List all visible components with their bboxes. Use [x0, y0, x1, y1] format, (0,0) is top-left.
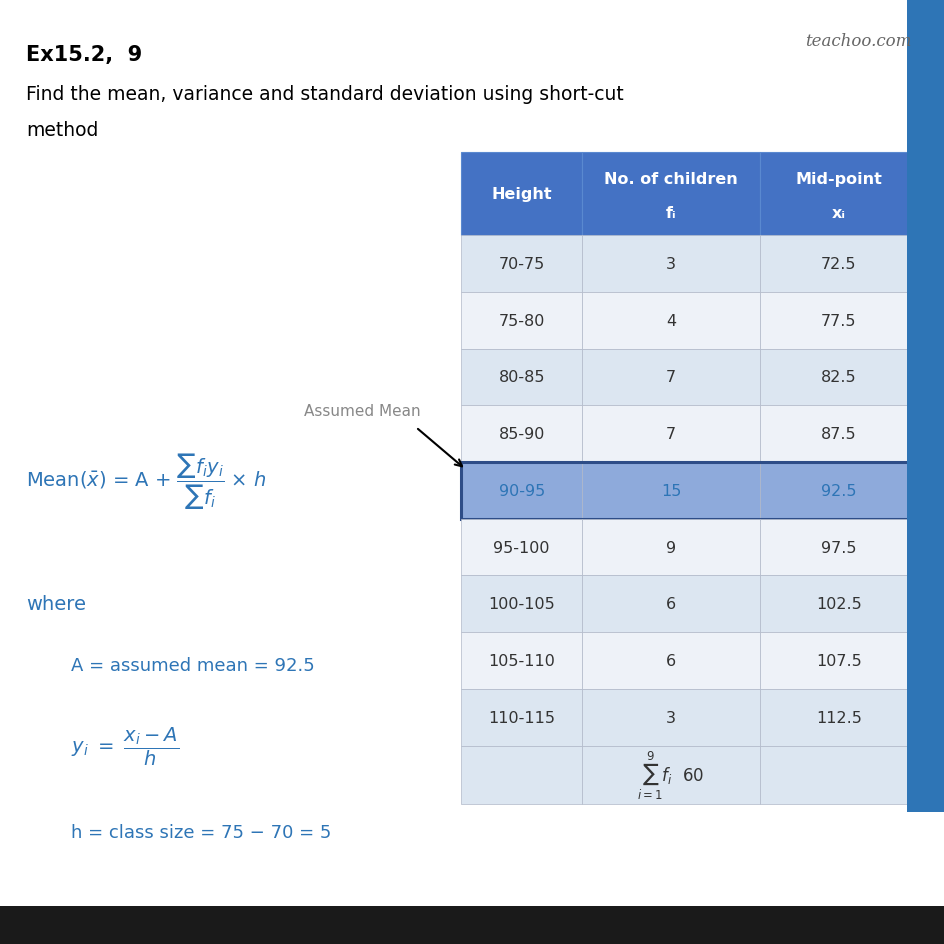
Bar	[759, 293, 917, 349]
Text: fᵢ: fᵢ	[665, 206, 676, 221]
Text: 95-100: 95-100	[493, 540, 549, 555]
Bar	[582, 519, 759, 576]
Bar	[582, 746, 759, 804]
Bar	[582, 463, 759, 519]
Text: 107.5: 107.5	[815, 653, 861, 668]
Bar	[461, 349, 582, 406]
Bar	[582, 153, 759, 236]
Bar	[582, 349, 759, 406]
Text: 110-115: 110-115	[488, 710, 554, 725]
Text: teachoo.com: teachoo.com	[804, 33, 911, 50]
Text: 112.5: 112.5	[815, 710, 861, 725]
Text: 75-80: 75-80	[497, 313, 545, 329]
Bar	[461, 689, 582, 746]
Text: 105-110: 105-110	[488, 653, 554, 668]
Text: 3: 3	[666, 257, 675, 272]
Text: method: method	[26, 121, 99, 140]
Text: 80-85: 80-85	[497, 370, 545, 385]
Bar	[759, 689, 917, 746]
Bar	[759, 746, 917, 804]
Text: Ex15.2,  9: Ex15.2, 9	[26, 45, 143, 65]
Bar	[461, 153, 582, 236]
Text: $\sum_{i=1}^{9} f_i\ \ 60$: $\sum_{i=1}^{9} f_i\ \ 60$	[636, 749, 704, 801]
Bar	[0, 906, 944, 944]
Text: 97.5: 97.5	[820, 540, 855, 555]
Text: No. of children: No. of children	[603, 172, 737, 187]
Text: h = class size = 75 − 70 = 5: h = class size = 75 − 70 = 5	[71, 823, 331, 842]
Text: Find the mean, variance and standard deviation using short-cut: Find the mean, variance and standard dev…	[26, 85, 624, 104]
Text: 3: 3	[666, 710, 675, 725]
Bar	[759, 153, 917, 236]
Text: 6: 6	[666, 597, 675, 612]
Text: 100-105: 100-105	[488, 597, 554, 612]
Bar	[582, 293, 759, 349]
Text: Mean$(\bar{x})$ = A + $\dfrac{\sum f_i y_i}{\sum f_i}$ $\times$ $h$: Mean$(\bar{x})$ = A + $\dfrac{\sum f_i y…	[26, 451, 267, 512]
Bar	[759, 236, 917, 293]
Text: 92.5: 92.5	[820, 483, 855, 498]
Bar	[759, 632, 917, 689]
Bar	[759, 349, 917, 406]
Text: 4: 4	[666, 313, 675, 329]
Bar	[582, 689, 759, 746]
Text: 90-95: 90-95	[498, 483, 544, 498]
Bar	[461, 632, 582, 689]
Text: $y_i\ =\ \dfrac{x_i - A}{h}$: $y_i\ =\ \dfrac{x_i - A}{h}$	[71, 725, 178, 767]
Bar	[461, 236, 582, 293]
Text: 82.5: 82.5	[820, 370, 855, 385]
Text: 70-75: 70-75	[498, 257, 544, 272]
Text: 85-90: 85-90	[497, 427, 545, 442]
Text: Assumed Mean: Assumed Mean	[304, 403, 420, 418]
Bar	[461, 519, 582, 576]
Bar	[759, 463, 917, 519]
Text: 72.5: 72.5	[820, 257, 855, 272]
Bar	[906, 0, 944, 812]
Bar	[759, 406, 917, 463]
Text: Height: Height	[491, 187, 551, 202]
Bar	[759, 519, 917, 576]
Text: 102.5: 102.5	[815, 597, 861, 612]
Text: A = assumed mean = 92.5: A = assumed mean = 92.5	[71, 656, 314, 675]
Text: where: where	[26, 595, 86, 614]
Text: 15: 15	[660, 483, 681, 498]
Bar	[461, 406, 582, 463]
Bar	[461, 463, 582, 519]
Bar	[461, 746, 582, 804]
Text: 7: 7	[666, 370, 675, 385]
Text: xᵢ: xᵢ	[831, 206, 845, 221]
Bar	[582, 632, 759, 689]
Bar	[582, 406, 759, 463]
Text: 6: 6	[666, 653, 675, 668]
Bar	[582, 236, 759, 293]
Text: Mid-point: Mid-point	[795, 172, 881, 187]
Bar	[461, 463, 917, 519]
Text: 77.5: 77.5	[820, 313, 855, 329]
Bar	[461, 293, 582, 349]
Text: 9: 9	[666, 540, 675, 555]
Text: 7: 7	[666, 427, 675, 442]
Text: 87.5: 87.5	[820, 427, 855, 442]
Bar	[759, 576, 917, 632]
Bar	[582, 576, 759, 632]
Bar	[461, 576, 582, 632]
